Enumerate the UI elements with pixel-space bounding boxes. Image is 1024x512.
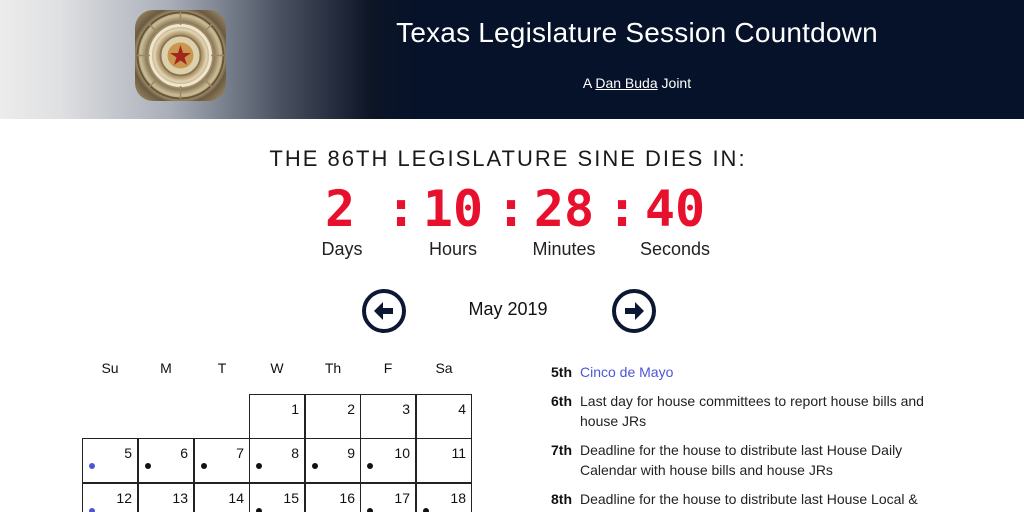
calendar-day[interactable]: 5 (82, 438, 138, 483)
calendar-day[interactable]: 9 (305, 438, 361, 483)
calendar-day[interactable]: 13 (138, 483, 194, 512)
calendar-day-number: 7 (236, 445, 244, 461)
calendar-day[interactable]: 3 (360, 394, 416, 439)
calendar-day-number: 3 (402, 401, 410, 417)
calendar-day[interactable]: 2 (305, 394, 361, 439)
previous-month-button[interactable] (362, 289, 406, 333)
calendar-day-number: 2 (347, 401, 355, 417)
days-value: 2 (318, 179, 362, 239)
separator-2: : (496, 179, 526, 239)
byline-prefix: A (583, 75, 592, 91)
event-item: 5th Cinco de Mayo (551, 362, 931, 382)
calendar-day-number: 9 (347, 445, 355, 461)
event-marker-icon (201, 463, 207, 469)
event-item: 8th Deadline for the house to distribute … (551, 489, 931, 509)
calendar-day[interactable]: 12 (82, 483, 138, 512)
holiday-marker-icon (89, 463, 95, 469)
calendar-day-number: 14 (228, 490, 244, 506)
calendar-day-number: 13 (172, 490, 188, 506)
separator-3: : (607, 179, 637, 239)
countdown-heading: THE 86TH LEGISLATURE SINE DIES IN: (200, 146, 816, 172)
event-marker-icon (256, 463, 262, 469)
separator-1: : (386, 179, 416, 239)
calendar-day[interactable]: 15 (249, 483, 305, 512)
days-label: Days (300, 239, 384, 260)
byline-suffix: Joint (662, 75, 692, 91)
seconds-label: Seconds (633, 239, 717, 260)
event-marker-icon (367, 463, 373, 469)
event-description: Last day for house committees to report … (580, 391, 931, 431)
weekday-label: T (194, 360, 250, 376)
event-list: 5th Cinco de Mayo 6th Last day for house co… (551, 362, 931, 512)
weekday-label: M (138, 360, 194, 376)
calendar-day[interactable]: 11 (416, 438, 472, 483)
calendar-day-number: 18 (450, 490, 466, 506)
calendar-day[interactable]: 6 (138, 438, 194, 483)
calendar-day-number: 4 (458, 401, 466, 417)
calendar-day[interactable]: 17 (360, 483, 416, 512)
event-description: Deadline for the house to distribute las… (580, 440, 931, 480)
calendar-day-number: 5 (124, 445, 132, 461)
page-title: Texas Legislature Session Countdown (372, 17, 902, 49)
byline: A Dan Buda Joint (372, 75, 902, 91)
calendar-day-number: 8 (291, 445, 299, 461)
arrow-left-icon (370, 297, 398, 325)
capitol-dome-logo (135, 10, 226, 101)
hours-label: Hours (411, 239, 495, 260)
calendar-day-number: 10 (394, 445, 410, 461)
site-header: Texas Legislature Session Countdown A Da… (0, 0, 1024, 119)
event-link[interactable]: Cinco de Mayo (580, 362, 931, 382)
month-label: May 2019 (438, 299, 578, 320)
calendar-day[interactable]: 8 (249, 438, 305, 483)
event-item: 7th Deadline for the house to distribute … (551, 440, 931, 480)
event-description: Deadline for the house to distribute las… (580, 489, 931, 509)
event-day: 5th (551, 362, 580, 382)
calendar-day[interactable]: 1 (249, 394, 305, 439)
calendar-day-number: 16 (339, 490, 355, 506)
weekday-label: Su (82, 360, 138, 376)
calendar-day-number: 11 (451, 445, 466, 461)
event-marker-icon (312, 463, 318, 469)
calendar-day-number: 1 (291, 401, 299, 417)
seconds-value: 40 (641, 179, 709, 239)
event-marker-icon (423, 508, 429, 512)
event-item: 6th Last day for house committees to repo… (551, 391, 931, 431)
weekday-label: Sa (416, 360, 472, 376)
event-marker-icon (145, 463, 151, 469)
event-day: 6th (551, 391, 580, 431)
calendar-day-number: 17 (394, 490, 410, 506)
minutes-value: 28 (530, 179, 598, 239)
calendar-day[interactable]: 18 (416, 483, 472, 512)
event-marker-icon (367, 508, 373, 512)
weekday-label: F (360, 360, 416, 376)
holiday-marker-icon (89, 508, 95, 512)
calendar-day[interactable]: 10 (360, 438, 416, 483)
calendar-day-number: 12 (116, 490, 132, 506)
arrow-right-icon (620, 297, 648, 325)
calendar-day[interactable]: 7 (194, 438, 250, 483)
calendar-day[interactable]: 16 (305, 483, 361, 512)
next-month-button[interactable] (612, 289, 656, 333)
calendar-day-number: 6 (180, 445, 188, 461)
calendar-day[interactable]: 14 (194, 483, 250, 512)
weekday-label: W (249, 360, 305, 376)
event-marker-icon (256, 508, 262, 512)
event-day: 8th (551, 489, 580, 509)
author-link[interactable]: Dan Buda (595, 75, 657, 91)
minutes-label: Minutes (522, 239, 606, 260)
event-day: 7th (551, 440, 580, 480)
calendar-day[interactable]: 4 (416, 394, 472, 439)
hours-value: 10 (420, 179, 486, 239)
weekday-label: Th (305, 360, 361, 376)
calendar-day-number: 15 (283, 490, 299, 506)
